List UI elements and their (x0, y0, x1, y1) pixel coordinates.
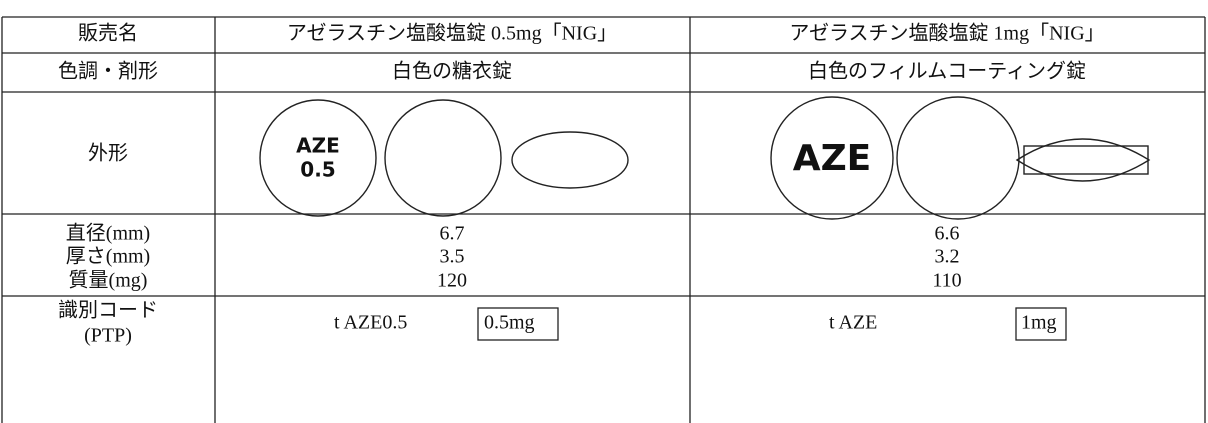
pill-front (259, 99, 377, 217)
row-label: 質量(mg) (69, 269, 148, 292)
header-cell: アゼラスチン塩酸塩錠 1mg「NIG」 (789, 22, 1104, 45)
cell: 6.7 (440, 223, 465, 245)
row-label: (PTP) (84, 325, 132, 347)
pill-drawings: AZE 0.5 AZE (259, 96, 1151, 220)
engraving: AZE (793, 138, 872, 179)
header-cell: アゼラスチン塩酸塩錠 0.5mg「NIG」 (287, 22, 617, 45)
cell: 1mg (1021, 312, 1057, 334)
cell: 白色のフィルムコーティング錠 (808, 60, 1086, 83)
cell: 白色の糖衣錠 (392, 60, 512, 83)
cell: 3.2 (935, 246, 960, 268)
pill-side-band (1023, 145, 1149, 175)
row-label: 直径(mm) (66, 222, 150, 245)
engraving: 0.5 (300, 158, 335, 182)
engraving: AZE (296, 134, 340, 158)
header-cell: 販売名 (78, 22, 138, 45)
cell: 0.5mg (484, 312, 535, 334)
cell: 120 (437, 270, 467, 292)
pill-front (770, 96, 894, 220)
cell: t AZE (829, 312, 877, 334)
code-box (477, 307, 559, 341)
pill-back (896, 96, 1020, 220)
row-label: 識別コード (58, 299, 158, 322)
cell: t AZE0.5 (334, 312, 407, 334)
pill-back (384, 99, 502, 217)
cell: 6.6 (935, 223, 960, 245)
code-box (1015, 307, 1067, 341)
row-label: 厚さ(mm) (66, 246, 150, 268)
pill-side (511, 131, 629, 189)
table-grid (1, 16, 1206, 423)
cell: 110 (932, 270, 961, 292)
cell: 3.5 (440, 246, 465, 268)
row-label: 外形 (88, 142, 128, 165)
row-label: 色調・剤形 (58, 60, 158, 83)
pill-side (1015, 138, 1151, 182)
